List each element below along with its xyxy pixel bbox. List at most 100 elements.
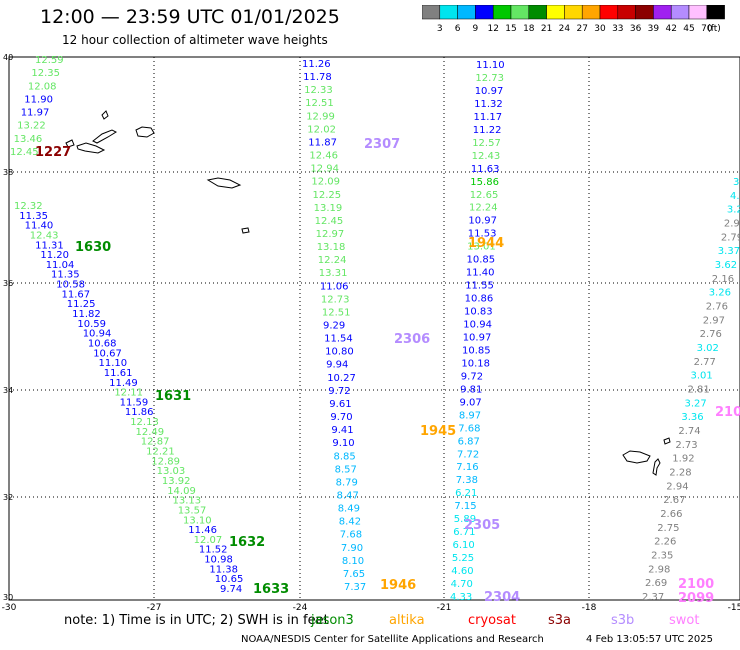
latitude-tick: 40 — [3, 53, 13, 62]
wave-height-value: 2.26 — [654, 537, 676, 548]
wave-height-value: 12.33 — [304, 85, 333, 96]
longitude-tick: -15 — [728, 603, 740, 612]
wave-height-value: 11.82 — [72, 309, 101, 320]
wave-height-value: 11.31 — [35, 240, 64, 251]
wave-height-value: 11.54 — [324, 334, 353, 345]
wave-height-value: 10.85 — [462, 346, 491, 357]
wave-height-value: 10.94 — [463, 320, 492, 331]
wave-height-value: 12.24 — [318, 255, 347, 266]
wave-height-value: 13.18 — [317, 242, 346, 253]
wave-height-value: 4.33 — [450, 592, 472, 603]
map-title: 12:00 — 23:59 UTC 01/01/2025 — [40, 6, 340, 28]
wave-height-value: 10.83 — [464, 307, 493, 318]
island-outline — [241, 227, 250, 234]
wave-height-value: 7.68 — [340, 530, 362, 541]
wave-height-value: 11.87 — [308, 137, 337, 148]
pass-time-label: 1633 — [253, 582, 289, 597]
latitude-tick: 38 — [3, 168, 13, 177]
wave-height-value: 8.49 — [338, 504, 360, 515]
colorbar-label: 27 — [576, 24, 587, 33]
wave-height-value: 10.94 — [83, 329, 112, 340]
wave-height-value: 10.97 — [475, 86, 504, 97]
wave-height-value: 11.97 — [21, 108, 50, 119]
wave-height-value: 11.10 — [99, 358, 128, 369]
wave-height-value: 9.07 — [460, 397, 482, 408]
wave-height-value: 13.22 — [17, 121, 46, 132]
wave-height-value: 2.67 — [663, 495, 685, 506]
wave-height-value: 6.10 — [453, 540, 475, 551]
wave-height-value: 10.98 — [204, 555, 233, 566]
wave-height-value: 2.98 — [648, 564, 670, 575]
wave-height-value: 2.97 — [703, 315, 725, 326]
island-outline — [663, 437, 671, 445]
colorbar-label: 21 — [541, 24, 552, 33]
wave-height-value: 12.25 — [313, 190, 342, 201]
wave-height-value: 11.40 — [466, 268, 495, 279]
wave-height-value: 12.43 — [472, 151, 501, 162]
wave-height-value: 8.42 — [339, 517, 361, 528]
wave-height-value: 11.32 — [474, 99, 503, 110]
wave-height-value: 7.38 — [456, 475, 478, 486]
island-outline — [135, 126, 155, 138]
pass-time-label: 2099 — [678, 591, 714, 606]
wave-height-value: 12.11 — [114, 388, 143, 399]
track-1630-1633: 12.3211.3511.4012.4311.3111.2011.0411.35… — [14, 201, 243, 595]
wave-height-value: 12.13 — [130, 417, 159, 428]
wave-height-value: 4.70 — [451, 579, 473, 590]
wave-height-value: 11.04 — [46, 260, 75, 271]
wave-height-value: 8.97 — [459, 410, 481, 421]
wave-height-value: 8.47 — [337, 491, 359, 502]
coastline-islands — [65, 110, 671, 476]
wave-height-value: 14.09 — [167, 486, 196, 497]
wave-height-value: 13.46 — [14, 134, 43, 145]
wave-height-value: 12.59 — [35, 55, 64, 66]
wave-height-value: 10.68 — [88, 339, 117, 350]
wave-height-value: 3.2 — [727, 205, 740, 216]
wave-height-value: 3.02 — [697, 343, 719, 354]
wave-height-value: 11.59 — [120, 397, 149, 408]
island-outline — [652, 458, 661, 476]
wave-height-value: 13.31 — [319, 268, 348, 279]
pass-time-label: 1630 — [75, 240, 111, 255]
wave-height-value: 9.94 — [326, 360, 348, 371]
wave-height-value: 12.99 — [306, 111, 335, 122]
pass-time-labels: 1227 1630 1631 1632 1633 2307 1944 2306 1945 2305… — [35, 137, 740, 606]
colorbar-label: 39 — [648, 24, 660, 33]
wave-height-value: 12.87 — [141, 437, 170, 448]
altimeter-tracks: 12.59 12.35 12.08 11.90 11.97 13.22 13.46 12.45… — [10, 55, 740, 603]
colorbar-label: 15 — [505, 24, 516, 33]
wave-height-value: 2.66 — [660, 509, 682, 520]
colorbar-label: 18 — [523, 24, 535, 33]
wave-height-value: 2.77 — [694, 357, 716, 368]
wave-height-value: 2.16 — [712, 274, 734, 285]
island-outline — [622, 450, 651, 464]
wave-height-value: 9.10 — [332, 438, 354, 449]
wave-height-value: 12.73 — [321, 294, 350, 305]
wave-height-value: 9.29 — [323, 321, 345, 332]
wave-height-value: 11.53 — [468, 229, 497, 240]
latitude-tick: 30 — [3, 593, 13, 602]
wave-height-value: 6.21 — [455, 488, 477, 499]
wave-height-value: 12.32 — [14, 201, 43, 212]
wave-height-value: 8.10 — [342, 556, 364, 567]
wave-height-value: 9.72 — [328, 386, 350, 397]
wave-height-value: 9.81 — [460, 384, 482, 395]
wave-height-value: 10.80 — [325, 347, 354, 358]
wave-height-value: 12.02 — [307, 124, 336, 135]
latitude-tick: 34 — [3, 386, 13, 395]
wave-height-value: 2.76 — [706, 302, 728, 313]
wave-height-value: 13.10 — [183, 515, 212, 526]
pass-time-label: 2304 — [484, 590, 520, 605]
satellite-legend-s3a: s3a — [548, 613, 572, 628]
wave-height-value: 12.65 — [470, 190, 499, 201]
wave-height-value: 11.22 — [473, 125, 502, 136]
wave-height-value: 6.87 — [458, 436, 480, 447]
wave-height-value: 9.74 — [220, 584, 242, 595]
wave-height-value: 12.73 — [475, 73, 504, 84]
wave-height-value: 10.27 — [327, 373, 356, 384]
wave-height-value: 11.06 — [320, 281, 349, 292]
colorbar-label: 36 — [630, 24, 642, 33]
wave-height-value: 11.35 — [51, 270, 80, 281]
colorbar-label: 6 — [455, 24, 461, 33]
satellite-legend-cryosat: cryosat — [468, 613, 516, 628]
